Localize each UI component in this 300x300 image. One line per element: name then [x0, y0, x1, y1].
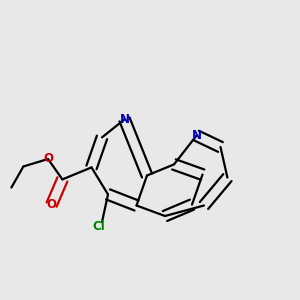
- Text: N: N: [119, 113, 130, 126]
- Text: N: N: [191, 129, 202, 142]
- Text: O: O: [46, 198, 57, 211]
- Text: Cl: Cl: [93, 220, 105, 233]
- Text: O: O: [43, 152, 53, 166]
